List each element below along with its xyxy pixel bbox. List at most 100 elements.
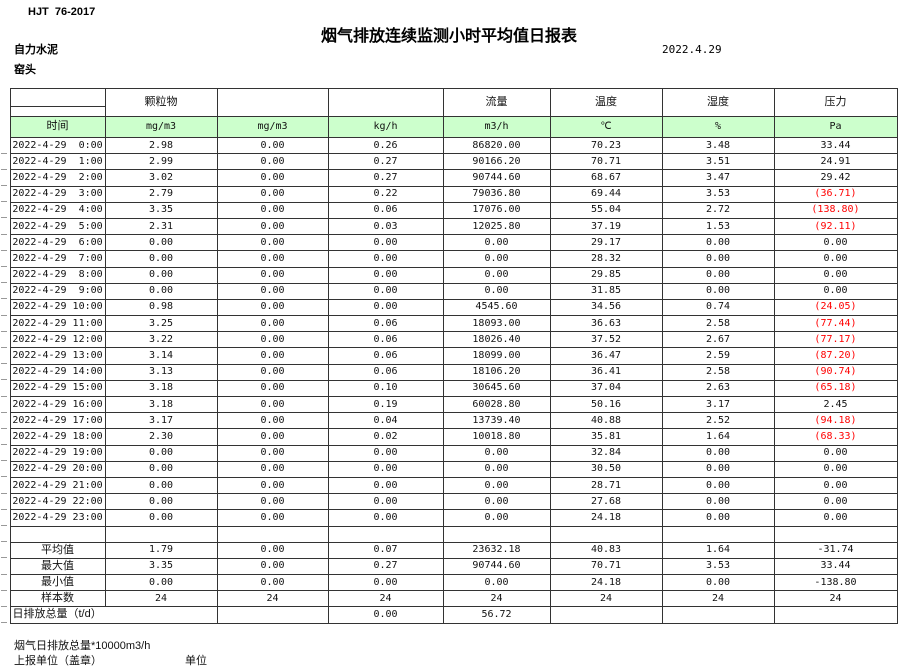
table-cell: 24 — [549, 590, 663, 608]
table-cell: 2022-4-29 3:00 — [9, 185, 106, 203]
table-cell: 70.71 — [549, 557, 663, 576]
table-cell: 2022-4-29 14:00 — [9, 363, 106, 381]
reporting-unit-label: 上报单位（盖章） — [14, 655, 102, 667]
table-cell: 2022-4-29 17:00 — [9, 412, 106, 430]
group-header-row: 颗粒物 流量 温度 湿度 压力 — [1, 88, 898, 117]
table-cell: 2.67 — [661, 331, 775, 349]
table-cell: 3.35 — [104, 201, 218, 219]
corner-cell-bottom — [9, 106, 106, 117]
table-cell: 24 — [216, 590, 329, 608]
corner-cell-top — [9, 88, 106, 107]
table-cell — [104, 525, 218, 543]
table-cell: 10018.80 — [442, 428, 551, 446]
table-cell: 0.00 — [104, 509, 218, 527]
header-pressure: 压力 — [773, 88, 898, 117]
table-cell: -138.80 — [773, 574, 898, 592]
gutter-tick — [1, 331, 10, 348]
table-cell: 0.00 — [327, 493, 444, 511]
table-cell — [773, 525, 898, 543]
table-row: 2022-4-29 6:00 0.00 0.00 0.00 0.00 29.17 0.00 0… — [1, 234, 898, 252]
table-row: 2022-4-29 5:00 2.31 0.00 0.03 12025.80 37.19 1… — [1, 217, 898, 236]
table-cell: 30.50 — [549, 460, 663, 478]
table-cell: (77.44) — [773, 315, 898, 333]
table-cell: 3.13 — [104, 363, 218, 381]
table-cell: 0.00 — [442, 476, 551, 495]
gutter-tick — [1, 412, 10, 429]
table-cell: 24.18 — [549, 574, 663, 592]
table-row: 2022-4-29 2:00 3.02 0.00 0.27 90744.60 68.67 3… — [1, 169, 898, 187]
table-cell: 0.00 — [661, 282, 775, 300]
gutter-tick — [1, 153, 10, 170]
table-row: 2022-4-29 3:00 2.79 0.00 0.22 79036.80 69.44 3… — [1, 185, 898, 203]
table-cell: 0.00 — [327, 509, 444, 527]
table-cell — [549, 606, 663, 624]
table-cell — [773, 606, 898, 624]
table-cell: 2022-4-29 21:00 — [9, 476, 106, 495]
table-cell: 2022-4-29 10:00 — [9, 298, 106, 317]
table-cell: 日排放总量（t/d） — [9, 606, 218, 624]
table-cell: 3.51 — [661, 153, 775, 171]
table-cell: 0.00 — [216, 395, 329, 414]
table-cell: 2.98 — [104, 136, 218, 155]
table-row: 2022-4-29 16:00 3.18 0.00 0.19 60028.80 50.16… — [1, 395, 898, 414]
daily-total-note: 烟气日排放总量*10000m3/h — [14, 640, 151, 652]
gutter-tick — [1, 509, 10, 526]
table-row: 2022-4-29 23:00 0.00 0.00 0.00 0.00 24.18 0.00… — [1, 509, 898, 527]
gutter-tick — [1, 396, 10, 413]
table-cell: 12025.80 — [442, 217, 551, 236]
table-cell: 0.06 — [327, 315, 444, 333]
table-cell: 0.00 — [216, 153, 329, 171]
table-cell: 18093.00 — [442, 315, 551, 333]
table-row: 2022-4-29 9:00 0.00 0.00 0.00 0.00 31.85 0.00 0… — [1, 282, 898, 300]
gutter-cell — [1, 107, 10, 117]
table-cell: (77.17) — [773, 331, 898, 349]
table-cell: 2022-4-29 19:00 — [9, 444, 106, 462]
table-cell: 2.58 — [661, 315, 775, 333]
table-cell: 0.06 — [327, 201, 444, 219]
table-cell: 最小值 — [9, 574, 106, 592]
table-cell: 0.00 — [216, 185, 329, 203]
table-cell: 90744.60 — [442, 557, 551, 576]
header-humidity: 湿度 — [661, 88, 775, 117]
report-table: 颗粒物 流量 温度 湿度 压力 时间 mg/m3 mg/m3 kg/h m3/h… — [1, 88, 898, 624]
table-cell: 0.00 — [104, 460, 218, 478]
table-cell: 18099.00 — [442, 347, 551, 365]
table-cell: 13739.40 — [442, 412, 551, 430]
summary-row: 平均值 1.79 0.00 0.07 23632.18 40.83 1.64 -31.74 — [1, 541, 898, 559]
table-cell: 2.59 — [661, 347, 775, 365]
table-cell: -31.74 — [773, 541, 898, 559]
table-cell: 0.00 — [216, 298, 329, 317]
table-cell: 0.04 — [327, 412, 444, 430]
table-cell: 0.00 — [216, 557, 329, 576]
table-cell: 0.00 — [216, 234, 329, 252]
table-cell: 30645.60 — [442, 379, 551, 398]
table-cell: 3.35 — [104, 557, 218, 576]
table-cell: 2022-4-29 16:00 — [9, 395, 106, 414]
table-cell: 2022-4-29 18:00 — [9, 428, 106, 446]
table-cell: 90166.20 — [442, 153, 551, 171]
table-cell: 2022-4-29 22:00 — [9, 493, 106, 511]
table-cell: 3.17 — [104, 412, 218, 430]
table-cell: 0.00 — [104, 444, 218, 462]
header-blank-1 — [216, 88, 329, 117]
table-cell: 24 — [442, 590, 551, 608]
table-cell: 3.18 — [104, 395, 218, 414]
table-cell: 37.04 — [549, 379, 663, 398]
table-cell: 0.00 — [442, 266, 551, 284]
table-cell: 0.00 — [773, 460, 898, 478]
table-cell: 36.47 — [549, 347, 663, 365]
table-cell: (24.05) — [773, 298, 898, 317]
table-cell: 0.10 — [327, 379, 444, 398]
table-cell: 2.52 — [661, 412, 775, 430]
empty-row — [1, 525, 898, 543]
table-cell: 0.00 — [104, 282, 218, 300]
table-cell: 0.00 — [327, 282, 444, 300]
table-cell: 0.00 — [327, 460, 444, 478]
table-cell: 27.68 — [549, 493, 663, 511]
table-cell: 3.48 — [661, 136, 775, 155]
table-cell: (65.18) — [773, 379, 898, 398]
table-cell: 31.85 — [549, 282, 663, 300]
gutter-tick — [1, 461, 10, 478]
unit-kg-h: kg/h — [327, 116, 444, 138]
table-cell: 0.00 — [442, 460, 551, 478]
